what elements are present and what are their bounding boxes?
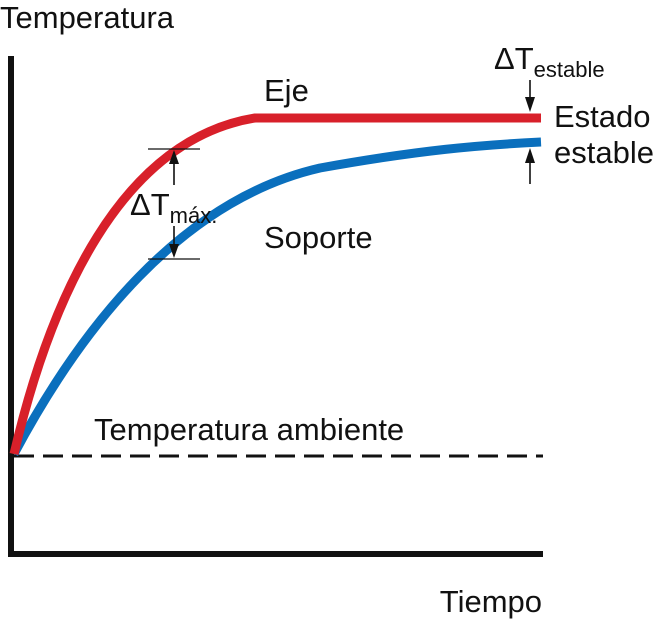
delta-max-marker (148, 148, 200, 260)
delta-steady-symbol: ΔT (494, 41, 534, 76)
delta-max-symbol: ΔT (130, 187, 170, 222)
support-curve (10, 137, 542, 457)
ambient-label: Temperatura ambiente (94, 412, 404, 447)
arrow-up-icon (169, 150, 179, 164)
delta-max-label: ΔTmáx. (130, 187, 217, 228)
shaft-label: Eje (264, 73, 309, 108)
x-axis-label: Tiempo (440, 584, 542, 619)
arrow-up-icon (525, 148, 535, 163)
delta-steady-label: ΔTestable (494, 41, 605, 82)
arrow-down-icon (525, 97, 535, 112)
steady-state-label-line1: Estado (554, 99, 651, 134)
steady-state-label-line2: estable (554, 135, 654, 170)
support-label: Soporte (264, 220, 373, 255)
shaft-curve (9, 113, 541, 456)
y-axis-label: Temperatura (0, 0, 175, 35)
delta-steady-marker (525, 80, 535, 184)
arrow-down-icon (169, 244, 179, 258)
delta-max-subscript: máx. (170, 203, 218, 228)
delta-steady-subscript: estable (534, 57, 605, 82)
